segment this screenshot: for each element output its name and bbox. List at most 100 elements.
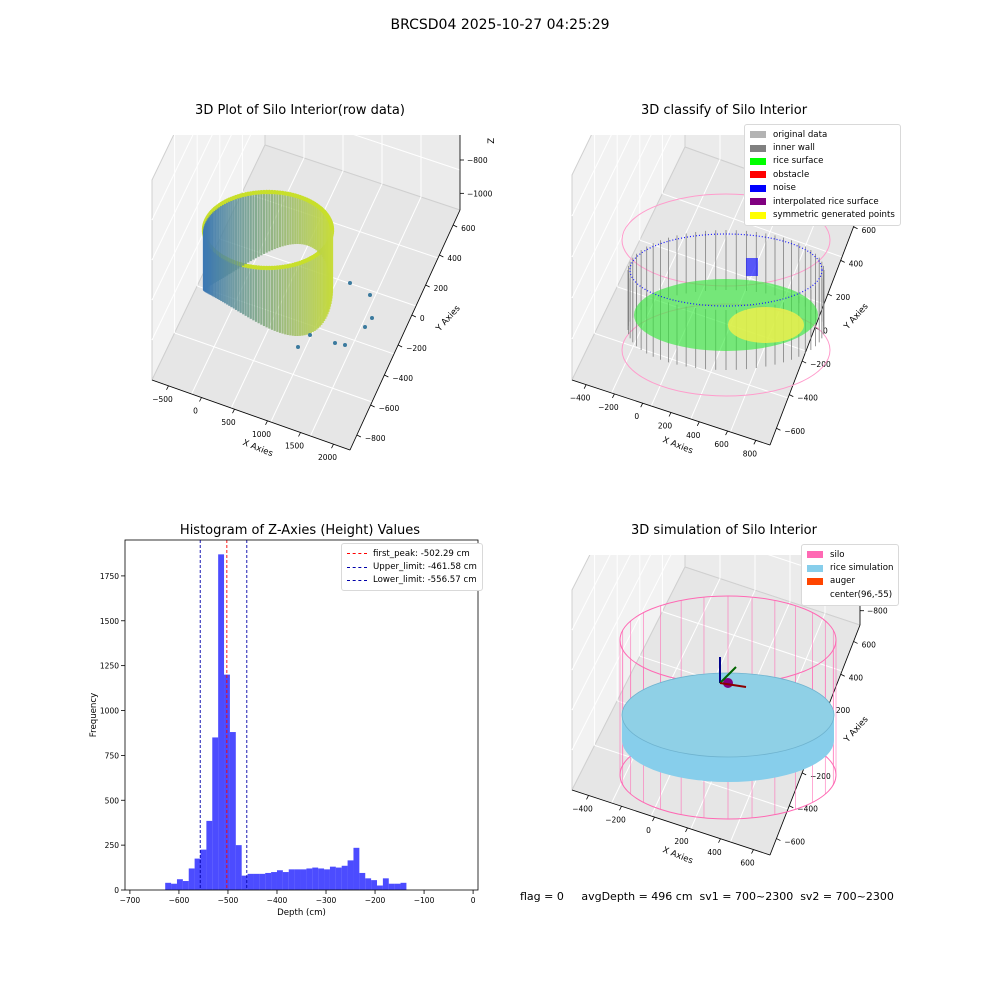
y-tick [411,314,417,318]
y-tick-label: 400 [447,254,462,263]
grid-line [151,135,232,301]
x-tick [232,408,235,414]
legend-label: Upper_limit: -461.58 cm [373,562,477,573]
y-axis-line [349,209,461,451]
legend-swatch [750,198,766,206]
y-tick-label: −400 [797,805,818,814]
x-tick-label: 0 [471,896,476,905]
y-axis-label: Y Axies [842,301,871,332]
grid-line [151,135,213,261]
outlier-point [368,293,372,297]
histogram-bar [377,885,383,890]
symmetric-points [728,307,804,343]
y-tick-label: −800 [365,434,386,443]
x-tick-label: 0 [646,826,651,835]
x-tick-label: −700 [120,896,141,905]
x-tick-label: −500 [218,896,239,905]
y-tick [789,394,794,398]
histogram-bar [235,845,242,890]
outlier-point [308,333,312,337]
legend-swatch [347,566,367,568]
histogram-bar [300,869,307,890]
x-tick-label: −200 [605,815,626,824]
y-tick [397,344,403,348]
grid-line [571,555,652,711]
legend-label: symmetric generated points [773,210,895,221]
histogram-bar [388,883,395,890]
x-axis-label: X Axies [241,438,275,459]
y-tick [776,838,781,841]
y-tick [425,284,430,288]
x-axis-label: X Axies [661,845,695,866]
z-tick-label: −800 [467,156,488,165]
y-tick-label: 1250 [100,662,119,671]
y-tick-label: −400 [392,374,413,383]
y-tick-label: −600 [379,404,400,413]
legend-label: center(96,-55) [830,589,893,600]
legend-label: Lower_limit: -556.57 cm [373,575,477,586]
x-tick [718,838,721,843]
y-tick-label: −200 [406,344,427,353]
y-tick [452,224,458,228]
histogram-bar [241,875,248,890]
x-tick [265,420,268,426]
legend-label: rice surface [773,156,824,167]
simulation-plot-title: 3D simulation of Silo Interior [631,523,817,538]
y-tick-label: 200 [434,284,449,293]
x-tick-label: 500 [221,418,236,427]
grid-line [151,135,461,341]
y-tick-label: 600 [862,226,877,235]
x-tick [668,412,672,417]
legend-label: inner wall [773,143,815,154]
y-tick-label: 600 [461,224,476,233]
x-tick-label: 600 [714,440,729,449]
histogram-bar [229,732,236,890]
y-tick-label: −200 [810,772,831,781]
legend-label: noise [773,183,796,194]
y-tick [853,226,858,230]
legend-label: first_peak: -502.29 cm [373,548,470,559]
histogram-bar [318,868,325,890]
grid-line [571,135,612,217]
histogram-bar [282,872,289,890]
y-tick-label: 200 [836,706,851,715]
x-tick-label: −100 [414,896,435,905]
legend-item: original data [750,128,895,141]
histogram-bar [176,879,183,890]
outlier-point [348,281,352,285]
legend-item: rice surface [750,155,895,168]
legend-item: interpolated rice surface [750,195,895,208]
y-tick-label: 0 [420,314,425,323]
x-tick-label: 800 [743,449,758,458]
histogram-bar [347,860,354,890]
y-tick-label: 400 [849,673,864,682]
histogram-bar [259,873,266,890]
outlier-point [333,341,337,345]
y-tick [801,772,807,776]
legend-label: obstacle [773,169,810,180]
x-tick [652,816,655,822]
x-tick [166,385,169,391]
z-axis-label: Z Axies (Depth) [487,135,497,144]
x-tick [298,432,301,437]
x-tick-label: 400 [707,848,722,857]
legend-swatch [347,579,367,581]
x-tick-label: 0 [634,412,639,421]
x-tick-label: 600 [740,859,755,868]
y-tick [384,374,389,378]
y-tick [370,404,375,408]
histogram-bar [400,882,407,890]
x-tick-label: −200 [365,896,386,905]
y-tick [840,673,845,677]
legend-swatch [807,551,823,559]
grid-line [571,135,632,258]
grid-line [151,135,194,221]
legend-item: first_peak: -502.29 cm [347,547,477,560]
x-tick [331,443,334,449]
legend-swatch [807,591,823,599]
x-tick-label: −500 [152,395,173,404]
histogram-bar [324,869,330,890]
grid-line [174,332,373,403]
histogram-bar [194,858,201,890]
legend-swatch [750,144,766,152]
